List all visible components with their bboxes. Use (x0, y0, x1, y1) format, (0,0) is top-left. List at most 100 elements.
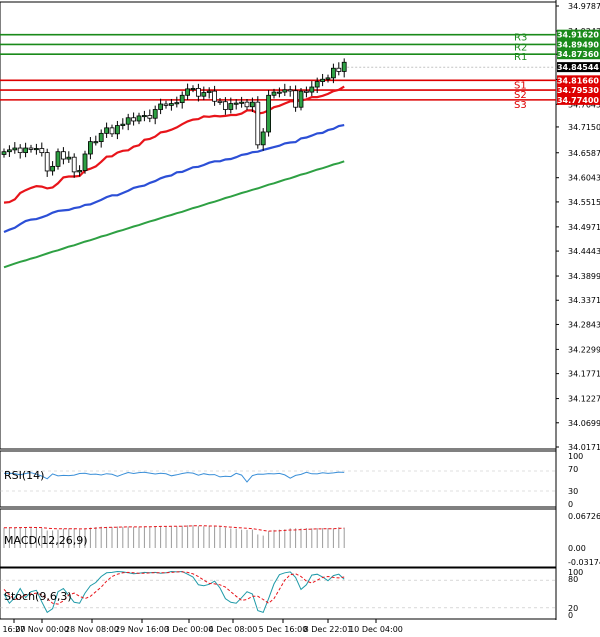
candle-body (309, 86, 315, 93)
moving-average-line (3, 124, 345, 234)
candle-body (336, 67, 342, 72)
time-tick-label: 29 Nov 16:00 (115, 625, 169, 634)
rsi-tick-label: 0 (568, 500, 573, 509)
candle-body (212, 90, 218, 102)
candle-body (260, 131, 266, 146)
candle-body (185, 88, 191, 96)
candle-body (244, 101, 250, 108)
time-tick-label: 27 Nov 00:00 (15, 625, 69, 634)
candle-body (50, 165, 55, 172)
price-tick-label: 34.65870 (568, 149, 600, 158)
candle-body (23, 147, 29, 154)
macd-label: MACD(12,26,9) (4, 534, 88, 547)
pivot-price-tag (557, 39, 600, 50)
price-tick-label: 34.71500 (568, 123, 600, 132)
candle-body (249, 101, 255, 108)
price-tick-label: 34.38990 (568, 272, 600, 281)
price-tick-label: 34.01710 (568, 443, 600, 452)
candle-body (217, 100, 223, 103)
candle-body (287, 89, 293, 92)
candle-body (82, 153, 88, 171)
macd-tick-label: 0.067263 (568, 512, 600, 521)
candle-body (195, 88, 201, 97)
price-tick-label: 34.49710 (568, 223, 600, 232)
price-tick-label: 34.22990 (568, 345, 600, 354)
candle-body (303, 90, 309, 93)
candle-body (282, 89, 288, 93)
macd-pane-frame (0, 508, 557, 568)
macd-signal-line (3, 525, 345, 532)
candle-body (55, 151, 61, 167)
time-tick-label: 3 Dec 00:00 (165, 625, 214, 634)
candle-body (44, 152, 50, 172)
time-tick-label: 28 Nov 08:00 (65, 625, 119, 634)
candle-body (104, 127, 109, 134)
price-tick-label: 34.06990 (568, 419, 600, 428)
rsi-tick-label: 100 (568, 452, 583, 461)
macd-tick-label: 0.00 (568, 544, 586, 553)
pivot-level-name: S1 (514, 80, 527, 91)
current-price-label: 34.84544 (557, 63, 599, 72)
candle-body (314, 81, 320, 88)
pivot-level-name: S2 (514, 90, 527, 101)
candle-body (179, 94, 185, 104)
pivot-price-label: 34.77400 (557, 96, 599, 105)
pivot-price-tag (557, 49, 600, 60)
candle-body (206, 90, 212, 93)
moving-average-line (3, 85, 345, 204)
candle-body (141, 115, 147, 118)
pivot-price-tag (557, 85, 600, 96)
candle-body (222, 101, 228, 110)
time-tick-label: 8 Dec 22:01 (304, 625, 353, 634)
price-tick-label: 34.60430 (568, 174, 600, 183)
pivot-price-label: 34.89490 (557, 40, 599, 49)
pivot-price-tag (557, 75, 600, 86)
candle-body (34, 148, 39, 151)
stoch-tick-label: 100 (568, 568, 583, 577)
candle-body (147, 115, 153, 119)
candle-body (109, 127, 115, 135)
candle-body (7, 149, 12, 153)
moving-average-line (3, 160, 345, 269)
price-tick-label: 34.97870 (568, 2, 600, 11)
pivot-level-name: R2 (514, 42, 527, 53)
candle-body (71, 156, 77, 173)
stoch-label: Stoch(9,6,3) (4, 590, 72, 603)
stoch-tick-label: 0 (568, 611, 573, 620)
candle-body (61, 151, 66, 160)
candle-body (136, 115, 142, 122)
candle-body (152, 109, 158, 119)
rsi-tick-label: 70 (568, 465, 578, 474)
candle-body (228, 103, 234, 110)
pivot-price-label: 34.79530 (557, 86, 599, 95)
candle-body (174, 102, 180, 105)
macd-tick-label: -0.031746 (568, 558, 600, 567)
time-tick-label: 16:00 (2, 625, 25, 634)
candle-body (293, 90, 299, 108)
candle-body (298, 90, 304, 108)
candle-body (17, 147, 23, 154)
candle-body (28, 147, 34, 150)
time-tick-label: 10 Dec 04:00 (349, 625, 403, 634)
candle-body (276, 91, 282, 94)
candle-body (330, 67, 336, 79)
candle-body (39, 148, 45, 154)
candle-body (131, 117, 137, 122)
price-tick-label: 34.28430 (568, 320, 600, 329)
candle-body (239, 101, 245, 104)
price-pane-frame (0, 1, 557, 450)
candle-body (125, 117, 131, 125)
candle-body (320, 78, 326, 82)
stoch-tick-label: 20 (568, 604, 578, 613)
candle-body (325, 77, 331, 80)
candle-body (266, 94, 272, 133)
candle-body (115, 125, 120, 135)
time-tick-label: 5 Dec 16:00 (259, 625, 308, 634)
pivot-price-tag (557, 94, 600, 105)
candle-body (190, 88, 196, 91)
candle-body (1, 151, 7, 155)
price-tick-label: 34.44430 (568, 247, 600, 256)
rsi-pane-frame (0, 450, 557, 508)
candle-body (201, 92, 207, 97)
